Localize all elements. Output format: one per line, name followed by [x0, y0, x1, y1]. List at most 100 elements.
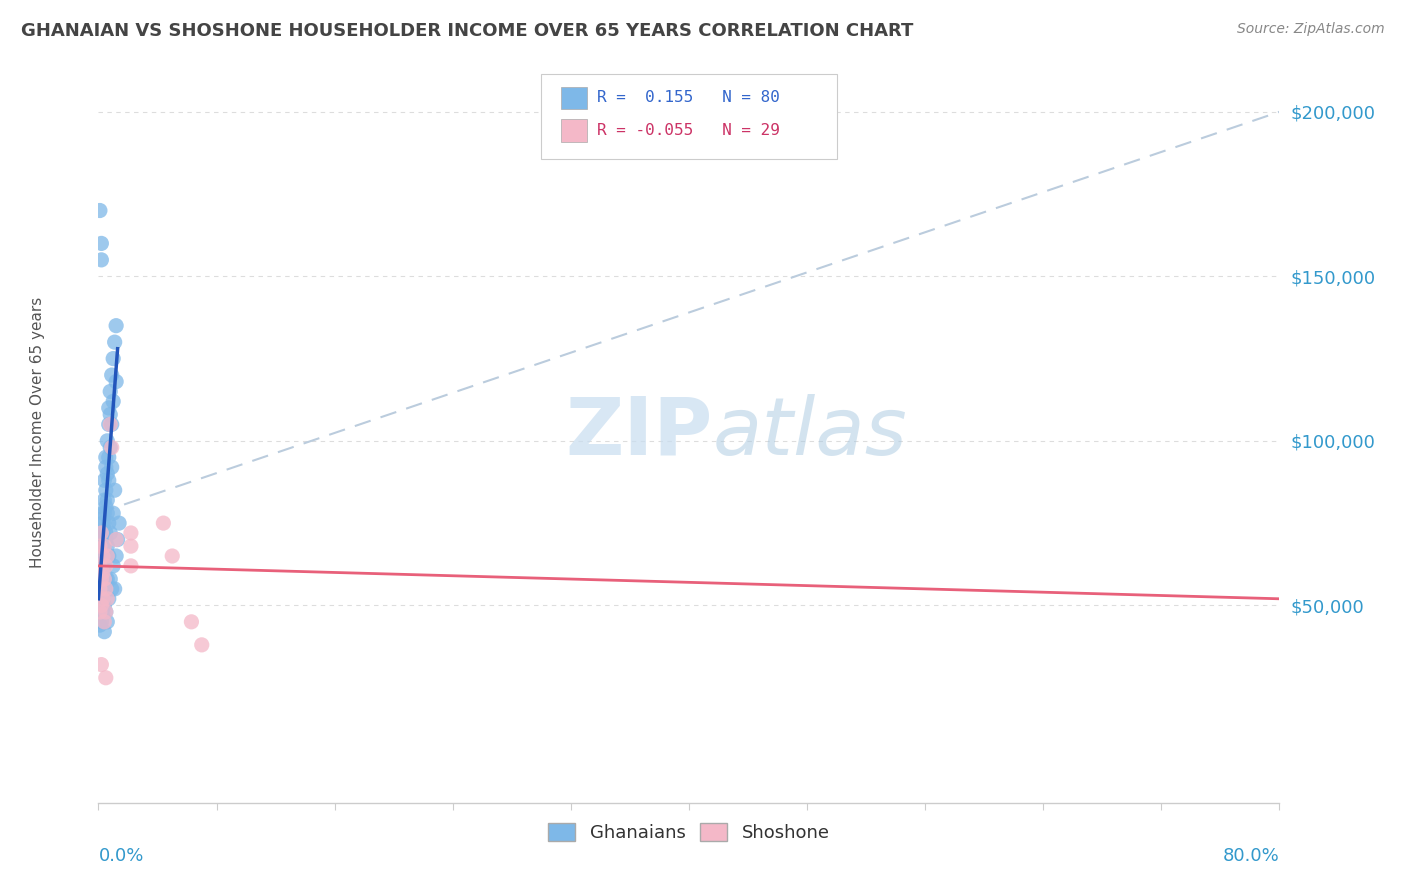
FancyBboxPatch shape: [541, 73, 837, 159]
Point: [89, 591, 111, 606]
Point: [98, 417, 121, 432]
Text: 0.0%: 0.0%: [98, 847, 143, 865]
Point: [97, 516, 120, 530]
Point: [91, 591, 114, 606]
Point: [103, 394, 125, 409]
Point: [94, 671, 117, 685]
Point: [89, 605, 111, 619]
Point: [97, 549, 120, 563]
Point: [100, 417, 122, 432]
Point: [94, 605, 117, 619]
Point: [96, 467, 118, 481]
Point: [90, 558, 112, 573]
Point: [90, 657, 112, 672]
Point: [98, 572, 121, 586]
Point: [120, 526, 142, 541]
Point: [89, 582, 111, 596]
Point: [94, 558, 117, 573]
Text: 80.0%: 80.0%: [1223, 847, 1279, 865]
Point: [103, 351, 125, 366]
Point: [120, 558, 142, 573]
Point: [103, 506, 125, 520]
Point: [104, 483, 127, 498]
Point: [90, 236, 112, 251]
Point: [97, 473, 120, 487]
Point: [94, 460, 117, 475]
Point: [89, 203, 111, 218]
Point: [98, 526, 121, 541]
Point: [97, 417, 120, 432]
Point: [105, 318, 128, 333]
Point: [90, 549, 112, 563]
Point: [90, 599, 112, 613]
Text: Source: ZipAtlas.com: Source: ZipAtlas.com: [1237, 22, 1385, 37]
Point: [91, 539, 114, 553]
Text: R = -0.055   N = 29: R = -0.055 N = 29: [596, 123, 780, 138]
Point: [91, 566, 114, 580]
Point: [89, 558, 111, 573]
Point: [90, 572, 112, 586]
Point: [91, 566, 114, 580]
Point: [93, 558, 115, 573]
Point: [97, 450, 120, 465]
Point: [90, 526, 112, 541]
Point: [90, 252, 112, 267]
Point: [98, 408, 121, 422]
Point: [93, 539, 115, 553]
Point: [96, 539, 118, 553]
Text: ZIP: ZIP: [565, 393, 713, 472]
Text: atlas: atlas: [713, 393, 907, 472]
Point: [152, 516, 174, 530]
Point: [93, 582, 115, 596]
Point: [96, 434, 118, 448]
Point: [91, 605, 114, 619]
Point: [89, 572, 111, 586]
Point: [90, 582, 112, 596]
Point: [98, 384, 121, 399]
Point: [100, 441, 122, 455]
Text: GHANAIAN VS SHOSHONE HOUSEHOLDER INCOME OVER 65 YEARS CORRELATION CHART: GHANAIAN VS SHOSHONE HOUSEHOLDER INCOME …: [21, 22, 914, 40]
Point: [94, 450, 117, 465]
Point: [91, 526, 114, 541]
Point: [100, 582, 122, 596]
Point: [105, 549, 128, 563]
Point: [104, 335, 127, 350]
Point: [93, 493, 115, 508]
Point: [108, 516, 131, 530]
Point: [94, 582, 117, 596]
Point: [103, 558, 125, 573]
FancyBboxPatch shape: [561, 120, 588, 142]
Point: [97, 591, 120, 606]
Point: [91, 591, 114, 606]
Point: [93, 615, 115, 629]
Point: [96, 493, 118, 508]
Point: [93, 539, 115, 553]
Point: [89, 582, 111, 596]
Point: [91, 549, 114, 563]
Point: [90, 615, 112, 629]
Point: [89, 618, 111, 632]
Point: [98, 441, 121, 455]
Legend: Ghanaians, Shoshone: Ghanaians, Shoshone: [541, 815, 837, 849]
Point: [105, 375, 128, 389]
Point: [90, 526, 112, 541]
Point: [94, 526, 117, 541]
Point: [100, 368, 122, 382]
Point: [94, 500, 117, 514]
Point: [94, 483, 117, 498]
FancyBboxPatch shape: [561, 87, 588, 109]
Point: [180, 615, 202, 629]
Point: [191, 638, 214, 652]
Point: [93, 599, 115, 613]
Point: [93, 473, 115, 487]
Point: [93, 572, 115, 586]
Text: Householder Income Over 65 years: Householder Income Over 65 years: [31, 297, 45, 568]
Point: [96, 615, 118, 629]
Point: [96, 591, 118, 606]
Point: [89, 605, 111, 619]
Point: [100, 460, 122, 475]
Point: [120, 539, 142, 553]
Point: [93, 624, 115, 639]
Point: [107, 533, 129, 547]
Point: [91, 516, 114, 530]
